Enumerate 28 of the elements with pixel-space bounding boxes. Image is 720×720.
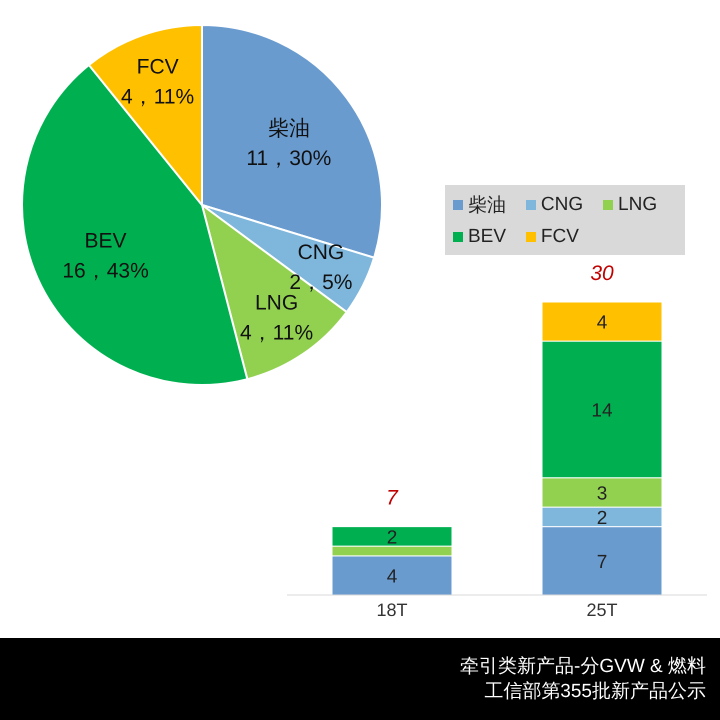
text: 牵引类新产品-分GVW & 燃料 <box>459 655 706 679</box>
x-tick-label: 25T <box>586 600 618 620</box>
data-label: 4 <box>386 566 398 588</box>
legend-label: BEV <box>467 226 508 248</box>
data-label: 4 <box>596 312 608 334</box>
data-label: 2 <box>596 508 608 529</box>
data-label: 2，5% <box>289 270 352 294</box>
slice-label: 柴油 <box>268 116 310 140</box>
data-label: 11，30% <box>246 146 332 170</box>
data-label: 4，11% <box>121 85 194 108</box>
legend-label: CNG <box>540 193 584 217</box>
data-label: 4，11% <box>240 321 314 344</box>
slice-label: LNG <box>254 291 298 314</box>
x-tick-label: 18T <box>376 600 408 620</box>
data-label: 7 <box>596 552 608 573</box>
legend-label: LNG <box>617 193 658 217</box>
data-label: 16，43% <box>62 260 149 283</box>
data-label: 2 <box>386 527 398 548</box>
total-label: 30 <box>590 262 614 285</box>
slice-label: CNG <box>298 240 344 264</box>
text: 工信部第355批新产品公示 <box>483 680 706 704</box>
slice-label: FCV <box>136 55 179 78</box>
total-label: 7 <box>386 486 400 510</box>
data-label: 14 <box>591 400 613 422</box>
legend-label: 柴油 <box>467 194 507 218</box>
legend-label: FCV <box>540 226 580 248</box>
slice-label: BEV <box>84 230 127 253</box>
data-label: 3 <box>596 483 608 504</box>
